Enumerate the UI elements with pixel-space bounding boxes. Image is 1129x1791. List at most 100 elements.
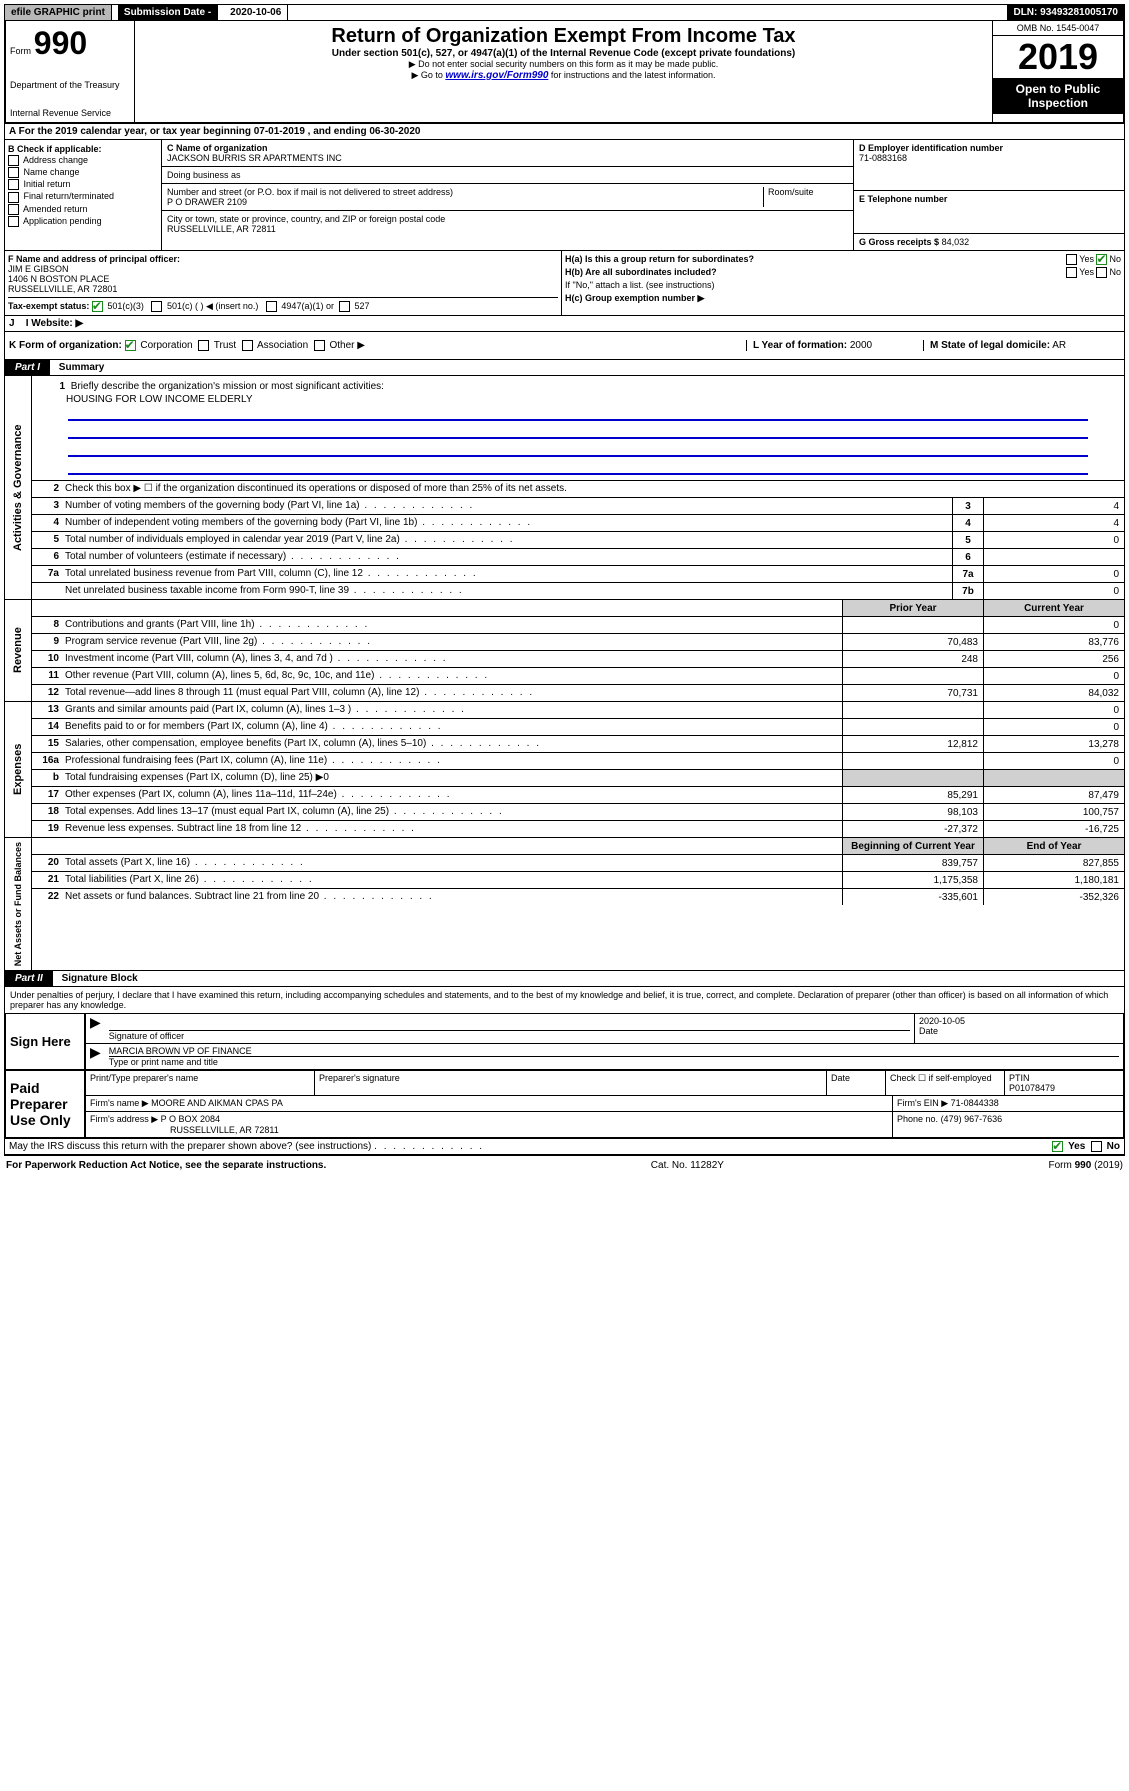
col-prior-year: Prior Year (842, 600, 983, 616)
underline (68, 407, 1088, 421)
phone-label: E Telephone number (859, 194, 1119, 204)
table-row: 16aProfessional fundraising fees (Part I… (32, 753, 1124, 770)
ha-yes[interactable] (1066, 254, 1077, 265)
note-1: ▶ Do not enter social security numbers o… (139, 59, 988, 70)
table-row: 19Revenue less expenses. Subtract line 1… (32, 821, 1124, 837)
block-fh: F Name and address of principal officer:… (4, 251, 1125, 316)
entity-block: B Check if applicable: Address change Na… (4, 140, 1125, 251)
dept-label: Department of the Treasury (10, 80, 130, 90)
underline (68, 461, 1088, 475)
city-label: City or town, state or province, country… (167, 214, 848, 224)
box-h: H(a) Is this a group return for subordin… (562, 251, 1124, 315)
table-row: 10Investment income (Part VIII, column (… (32, 651, 1124, 668)
header-center: Return of Organization Exempt From Incom… (135, 21, 992, 122)
firm-addr-label: Firm's address ▶ (90, 1114, 158, 1124)
chk-address-change[interactable]: Address change (8, 155, 158, 166)
firm-name-label: Firm's name ▶ (90, 1098, 149, 1108)
table-row: 5Total number of individuals employed in… (32, 532, 1124, 549)
addr-value: P O DRAWER 2109 (167, 197, 759, 207)
year-formation: 2000 (850, 340, 872, 351)
arrow-icon: ▶ (86, 1044, 105, 1069)
mission-value: HOUSING FOR LOW INCOME ELDERLY (38, 394, 1118, 405)
table-row: 13Grants and similar amounts paid (Part … (32, 702, 1124, 719)
col-current-year: Current Year (983, 600, 1124, 616)
table-row: 12Total revenue—add lines 8 through 11 (… (32, 685, 1124, 701)
chk-assoc[interactable] (242, 340, 253, 351)
efile-label[interactable]: efile GRAPHIC print (5, 5, 112, 20)
underline (68, 425, 1088, 439)
expenses-section: Expenses 13Grants and similar amounts pa… (4, 702, 1125, 838)
table-row: 6Total number of volunteers (estimate if… (32, 549, 1124, 566)
chk-name-change[interactable]: Name change (8, 167, 158, 178)
hb-no[interactable] (1096, 267, 1107, 278)
chk-initial-return[interactable]: Initial return (8, 179, 158, 190)
table-row: 7aTotal unrelated business revenue from … (32, 566, 1124, 583)
paperwork-notice: For Paperwork Reduction Act Notice, see … (6, 1160, 326, 1171)
chk-corp[interactable] (125, 340, 136, 351)
dln-label: DLN: 93493281005170 (1007, 5, 1124, 20)
chk-other[interactable] (314, 340, 325, 351)
firm-ein-label: Firm's EIN ▶ (897, 1098, 948, 1108)
box-ij: J I Website: ▶ (4, 316, 1125, 332)
form-prefix: Form (10, 46, 31, 56)
self-employed-check[interactable]: Check ☐ if self-employed (886, 1071, 1005, 1095)
chk-app-pending[interactable]: Application pending (8, 216, 158, 227)
preparer-sig-label: Preparer's signature (315, 1071, 827, 1095)
chk-4947[interactable] (266, 301, 277, 312)
perjury-declaration: Under penalties of perjury, I declare th… (4, 987, 1125, 1014)
header-right: OMB No. 1545-0047 2019 Open to Public In… (992, 21, 1123, 122)
box-f: F Name and address of principal officer:… (5, 251, 562, 315)
table-row: bTotal fundraising expenses (Part IX, co… (32, 770, 1124, 787)
phone-label: Phone no. (897, 1114, 938, 1124)
net-assets-section: Net Assets or Fund Balances Beginning of… (4, 838, 1125, 971)
box-c: C Name of organization JACKSON BURRIS SR… (162, 140, 853, 250)
sig-name-label: Type or print name and title (109, 1057, 1119, 1067)
col-begin-year: Beginning of Current Year (842, 838, 983, 854)
vtab-expenses: Expenses (5, 702, 32, 837)
chk-final-return[interactable]: Final return/terminated (8, 191, 158, 202)
top-bar: efile GRAPHIC print Submission Date - 20… (4, 4, 1125, 21)
form-title: Return of Organization Exempt From Incom… (139, 25, 988, 48)
hb-yes[interactable] (1066, 267, 1077, 278)
ha-no[interactable] (1096, 254, 1107, 265)
sign-here-label: Sign Here (6, 1014, 86, 1069)
chk-501c3[interactable] (92, 301, 103, 312)
part1-header: Part I Summary (4, 360, 1125, 376)
discuss-no[interactable] (1091, 1141, 1102, 1152)
part2-header: Part II Signature Block (4, 971, 1125, 987)
dba-label: Doing business as (162, 167, 853, 184)
table-row: 14Benefits paid to or for members (Part … (32, 719, 1124, 736)
chk-501c[interactable] (151, 301, 162, 312)
table-row: 18Total expenses. Add lines 13–17 (must … (32, 804, 1124, 821)
chk-trust[interactable] (198, 340, 209, 351)
table-row: 8Contributions and grants (Part VIII, li… (32, 617, 1124, 634)
org-name-value: JACKSON BURRIS SR APARTMENTS INC (167, 153, 848, 163)
table-row: 15Salaries, other compensation, employee… (32, 736, 1124, 753)
box-klm: K Form of organization: Corporation Trus… (4, 332, 1125, 360)
table-row: 20Total assets (Part X, line 16)839,7578… (32, 855, 1124, 872)
chk-amended-return[interactable]: Amended return (8, 204, 158, 215)
firm-addr2-value: RUSSELLVILLE, AR 72811 (90, 1125, 888, 1135)
sign-block: Sign Here ▶ Signature of officer 2020-10… (4, 1014, 1125, 1071)
paid-preparer-block: Paid Preparer Use Only Print/Type prepar… (4, 1071, 1125, 1139)
arrow-icon: ▶ (86, 1014, 105, 1043)
firm-name-value: MOORE AND AIKMAN CPAS PA (151, 1098, 283, 1108)
discuss-row: May the IRS discuss this return with the… (4, 1139, 1125, 1154)
irs-label: Internal Revenue Service (10, 108, 130, 118)
vtab-net-assets: Net Assets or Fund Balances (5, 838, 32, 970)
activities-governance-section: Activities & Governance 1 Briefly descri… (4, 376, 1125, 600)
chk-527[interactable] (339, 301, 350, 312)
discuss-yes[interactable] (1052, 1141, 1063, 1152)
irs-link[interactable]: www.irs.gov/Form990 (445, 70, 548, 81)
col-end-year: End of Year (983, 838, 1124, 854)
gross-receipts-label: G Gross receipts $ (859, 237, 939, 247)
sig-officer-label: Signature of officer (109, 1031, 910, 1041)
table-row: 21Total liabilities (Part X, line 26)1,1… (32, 872, 1124, 889)
form-number: 990 (34, 25, 87, 61)
table-row: 9Program service revenue (Part VIII, lin… (32, 634, 1124, 651)
note-2: ▶ Go to www.irs.gov/Form990 for instruct… (139, 70, 988, 81)
box-b: B Check if applicable: Address change Na… (5, 140, 162, 250)
table-row: Net unrelated business taxable income fr… (32, 583, 1124, 599)
revenue-section: Revenue Prior Year Current Year 8Contrib… (4, 600, 1125, 702)
submission-date-label: Submission Date - (118, 5, 218, 20)
